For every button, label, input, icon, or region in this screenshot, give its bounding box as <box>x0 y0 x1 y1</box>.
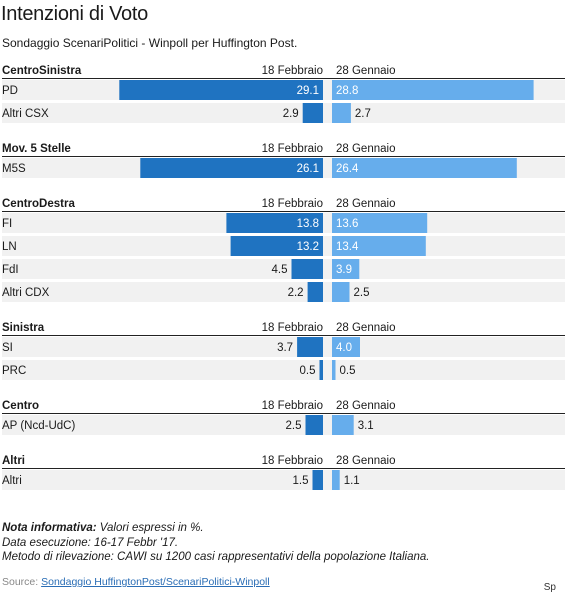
left-bar <box>307 282 323 302</box>
left-bar <box>312 470 323 490</box>
group-label: Sinistra <box>2 322 45 334</box>
right-series-header: 28 Gennaio <box>336 65 395 77</box>
left-series-header: 18 Febbraio <box>262 455 323 467</box>
right-series-header: 28 Gennaio <box>336 143 395 155</box>
row-label: Altri CDX <box>2 287 50 299</box>
left-value-label: 2.2 <box>288 287 304 299</box>
right-bar <box>332 415 354 435</box>
right-series-header: 28 Gennaio <box>336 455 395 467</box>
left-bar <box>297 337 323 357</box>
group-label: Altri <box>2 455 25 467</box>
note-text: Valori espressi in %. <box>96 522 204 534</box>
right-bar <box>332 236 426 256</box>
right-bar <box>332 80 534 100</box>
right-series-header: 28 Gennaio <box>336 198 395 210</box>
left-value-label: 3.7 <box>277 342 293 354</box>
table-row <box>2 360 565 380</box>
right-value-label: 26.4 <box>336 163 359 175</box>
right-value-label: 13.4 <box>336 241 359 253</box>
date-line: Data esecuzione: 16-17 Febbr '17. <box>2 536 179 549</box>
right-bar <box>332 158 517 178</box>
group-label: CentroSinistra <box>2 65 82 77</box>
right-series-header: 28 Gennaio <box>336 322 395 334</box>
left-value-label: 4.5 <box>272 264 288 276</box>
right-bar <box>332 470 340 490</box>
note-line: Nota informativa: Valori espressi in %. <box>2 521 429 536</box>
left-series-header: 18 Febbraio <box>262 143 323 155</box>
right-bar <box>332 360 336 380</box>
note-label: Nota informativa: <box>2 522 97 534</box>
row-label: FdI <box>2 264 19 276</box>
right-series-header: 28 Gennaio <box>336 400 395 412</box>
chart-subtitle: Sondaggio ScenariPolitici - Winpoll per … <box>2 36 298 50</box>
right-value-label: 3.9 <box>336 264 352 276</box>
row-label: FI <box>2 218 12 230</box>
left-bar <box>230 236 323 256</box>
row-label: AP (Ncd-UdC) <box>2 420 75 432</box>
left-bar <box>302 103 323 123</box>
left-bar <box>226 213 323 233</box>
table-row <box>2 337 565 357</box>
right-value-label: 1.1 <box>344 475 360 487</box>
chart-title: Intenzioni di Voto <box>1 3 148 25</box>
right-bar <box>332 213 428 233</box>
right-bar <box>332 103 351 123</box>
table-row <box>2 282 565 302</box>
group-label: CentroDestra <box>2 198 75 210</box>
right-bar <box>332 337 360 357</box>
left-series-header: 18 Febbraio <box>262 198 323 210</box>
row-label: M5S <box>2 163 26 175</box>
left-value-label: 26.1 <box>297 163 319 175</box>
left-series-header: 18 Febbraio <box>262 322 323 334</box>
source-line: Source: Sondaggio HuffingtonPost/Scenari… <box>2 576 270 588</box>
notes-block: Nota informativa: Valori espressi in %. … <box>2 521 429 565</box>
row-label: PRC <box>2 365 26 377</box>
table-row <box>2 415 565 435</box>
right-value-label: 3.1 <box>358 420 374 432</box>
left-value-label: 13.2 <box>297 241 319 253</box>
group-label: Centro <box>2 400 39 412</box>
right-value-label: 28.8 <box>336 85 358 97</box>
right-value-label: 0.5 <box>340 365 356 377</box>
left-bar <box>319 360 323 380</box>
row-label: Altri <box>2 475 22 487</box>
source-label: Source: <box>2 576 42 588</box>
row-label: PD <box>2 85 18 97</box>
right-bar <box>332 282 350 302</box>
left-value-label: 0.5 <box>300 365 316 377</box>
left-bar <box>305 415 323 435</box>
left-bar <box>119 80 323 100</box>
row-label: SI <box>2 342 13 354</box>
right-value-label: 2.7 <box>355 108 371 120</box>
left-series-header: 18 Febbraio <box>262 400 323 412</box>
left-bar <box>140 158 323 178</box>
left-value-label: 13.8 <box>297 218 319 230</box>
right-bar <box>332 259 360 279</box>
left-bar <box>291 259 323 279</box>
method-line: Metodo di rilevazione: CAWI su 1200 casi… <box>2 551 430 563</box>
left-value-label: 29.1 <box>297 85 319 97</box>
table-row <box>2 103 565 123</box>
table-row <box>2 259 565 279</box>
right-value-label: 4.0 <box>336 342 352 354</box>
table-row <box>2 470 565 490</box>
left-series-header: 18 Febbraio <box>262 65 323 77</box>
source-link[interactable]: Sondaggio HuffingtonPost/ScenariPolitici… <box>41 576 270 588</box>
left-value-label: 1.5 <box>293 475 309 487</box>
corner-text: Sp <box>543 582 556 593</box>
row-label: LN <box>2 241 17 253</box>
right-value-label: 2.5 <box>354 287 370 299</box>
group-label: Mov. 5 Stelle <box>2 143 71 155</box>
right-value-label: 13.6 <box>336 218 358 230</box>
left-value-label: 2.9 <box>283 108 299 120</box>
row-label: Altri CSX <box>2 108 49 120</box>
left-value-label: 2.5 <box>286 420 302 432</box>
